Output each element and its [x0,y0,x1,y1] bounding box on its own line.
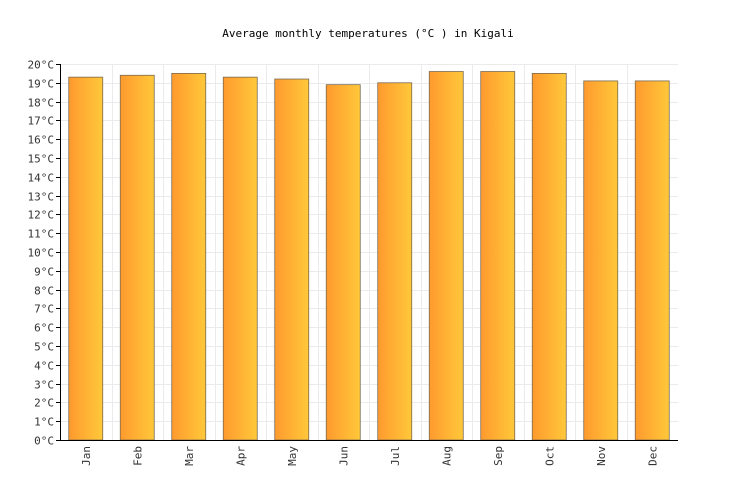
bar-mar [171,73,207,441]
x-tick-label: Oct [543,446,556,466]
bar-feb [119,74,155,441]
bar-aug [428,71,464,441]
bar-may [274,78,310,441]
y-tick-label: 7°C [34,303,54,316]
x-tick-labels: Jan Feb Mar Apr May Jun Jul Aug Sep Oct Nov Dec [80,446,660,466]
bar-jun [325,84,361,441]
x-tick-label: Jan [80,446,93,466]
x-tick-label: Feb [131,446,144,466]
axis-layer [56,64,678,441]
y-tick-label: 20°C [28,59,55,72]
x-tick-label: Nov [595,446,608,466]
y-tick-label: 14°C [28,172,55,185]
y-tick-label: 16°C [28,134,55,147]
x-tick-label: Sep [492,446,505,466]
y-tick-label: 11°C [28,228,55,241]
bar-jul [377,82,413,441]
y-tick-label: 0°C [34,435,54,448]
bar-jan [68,76,104,441]
y-tick-label: 3°C [34,379,54,392]
bar-dec [634,80,670,441]
y-tick-label: 12°C [28,209,55,222]
y-tick-label: 8°C [34,285,54,298]
bar-nov [583,80,619,441]
y-tick-label: 5°C [34,341,54,354]
bar-layer [68,71,670,441]
x-tick-label: Jul [389,446,402,466]
y-tick-label: 10°C [28,247,55,260]
y-tick-label: 9°C [34,266,54,279]
x-tick-label: Dec [646,446,659,466]
y-tick-label: 6°C [34,322,54,335]
y-tick-label: 17°C [28,115,55,128]
y-tick-label: 19°C [28,78,55,91]
y-tick-label: 13°C [28,191,55,204]
grid-layer [60,64,678,440]
y-tick-label: 4°C [34,360,54,373]
bar-oct [531,73,567,441]
chart-title: Average monthly temperatures (°C ) in Ki… [222,27,513,40]
x-tick-label: Aug [440,446,453,466]
y-tick-label: 18°C [28,97,55,110]
bar-sep [480,71,516,441]
x-tick-label: Jun [337,446,350,466]
x-tick-label: Mar [183,446,196,466]
y-tick-label: 1°C [34,416,54,429]
y-tick-label: 2°C [34,397,54,410]
y-tick-label: 15°C [28,153,55,166]
bar-apr [222,76,258,441]
y-tick-labels: 0°C 1°C 2°C 3°C 4°C 5°C 6°C 7°C 8°C 9°C 10°C 11°C 12… [28,59,55,448]
x-tick-label: Apr [234,446,247,466]
x-tick-label: May [286,446,299,466]
